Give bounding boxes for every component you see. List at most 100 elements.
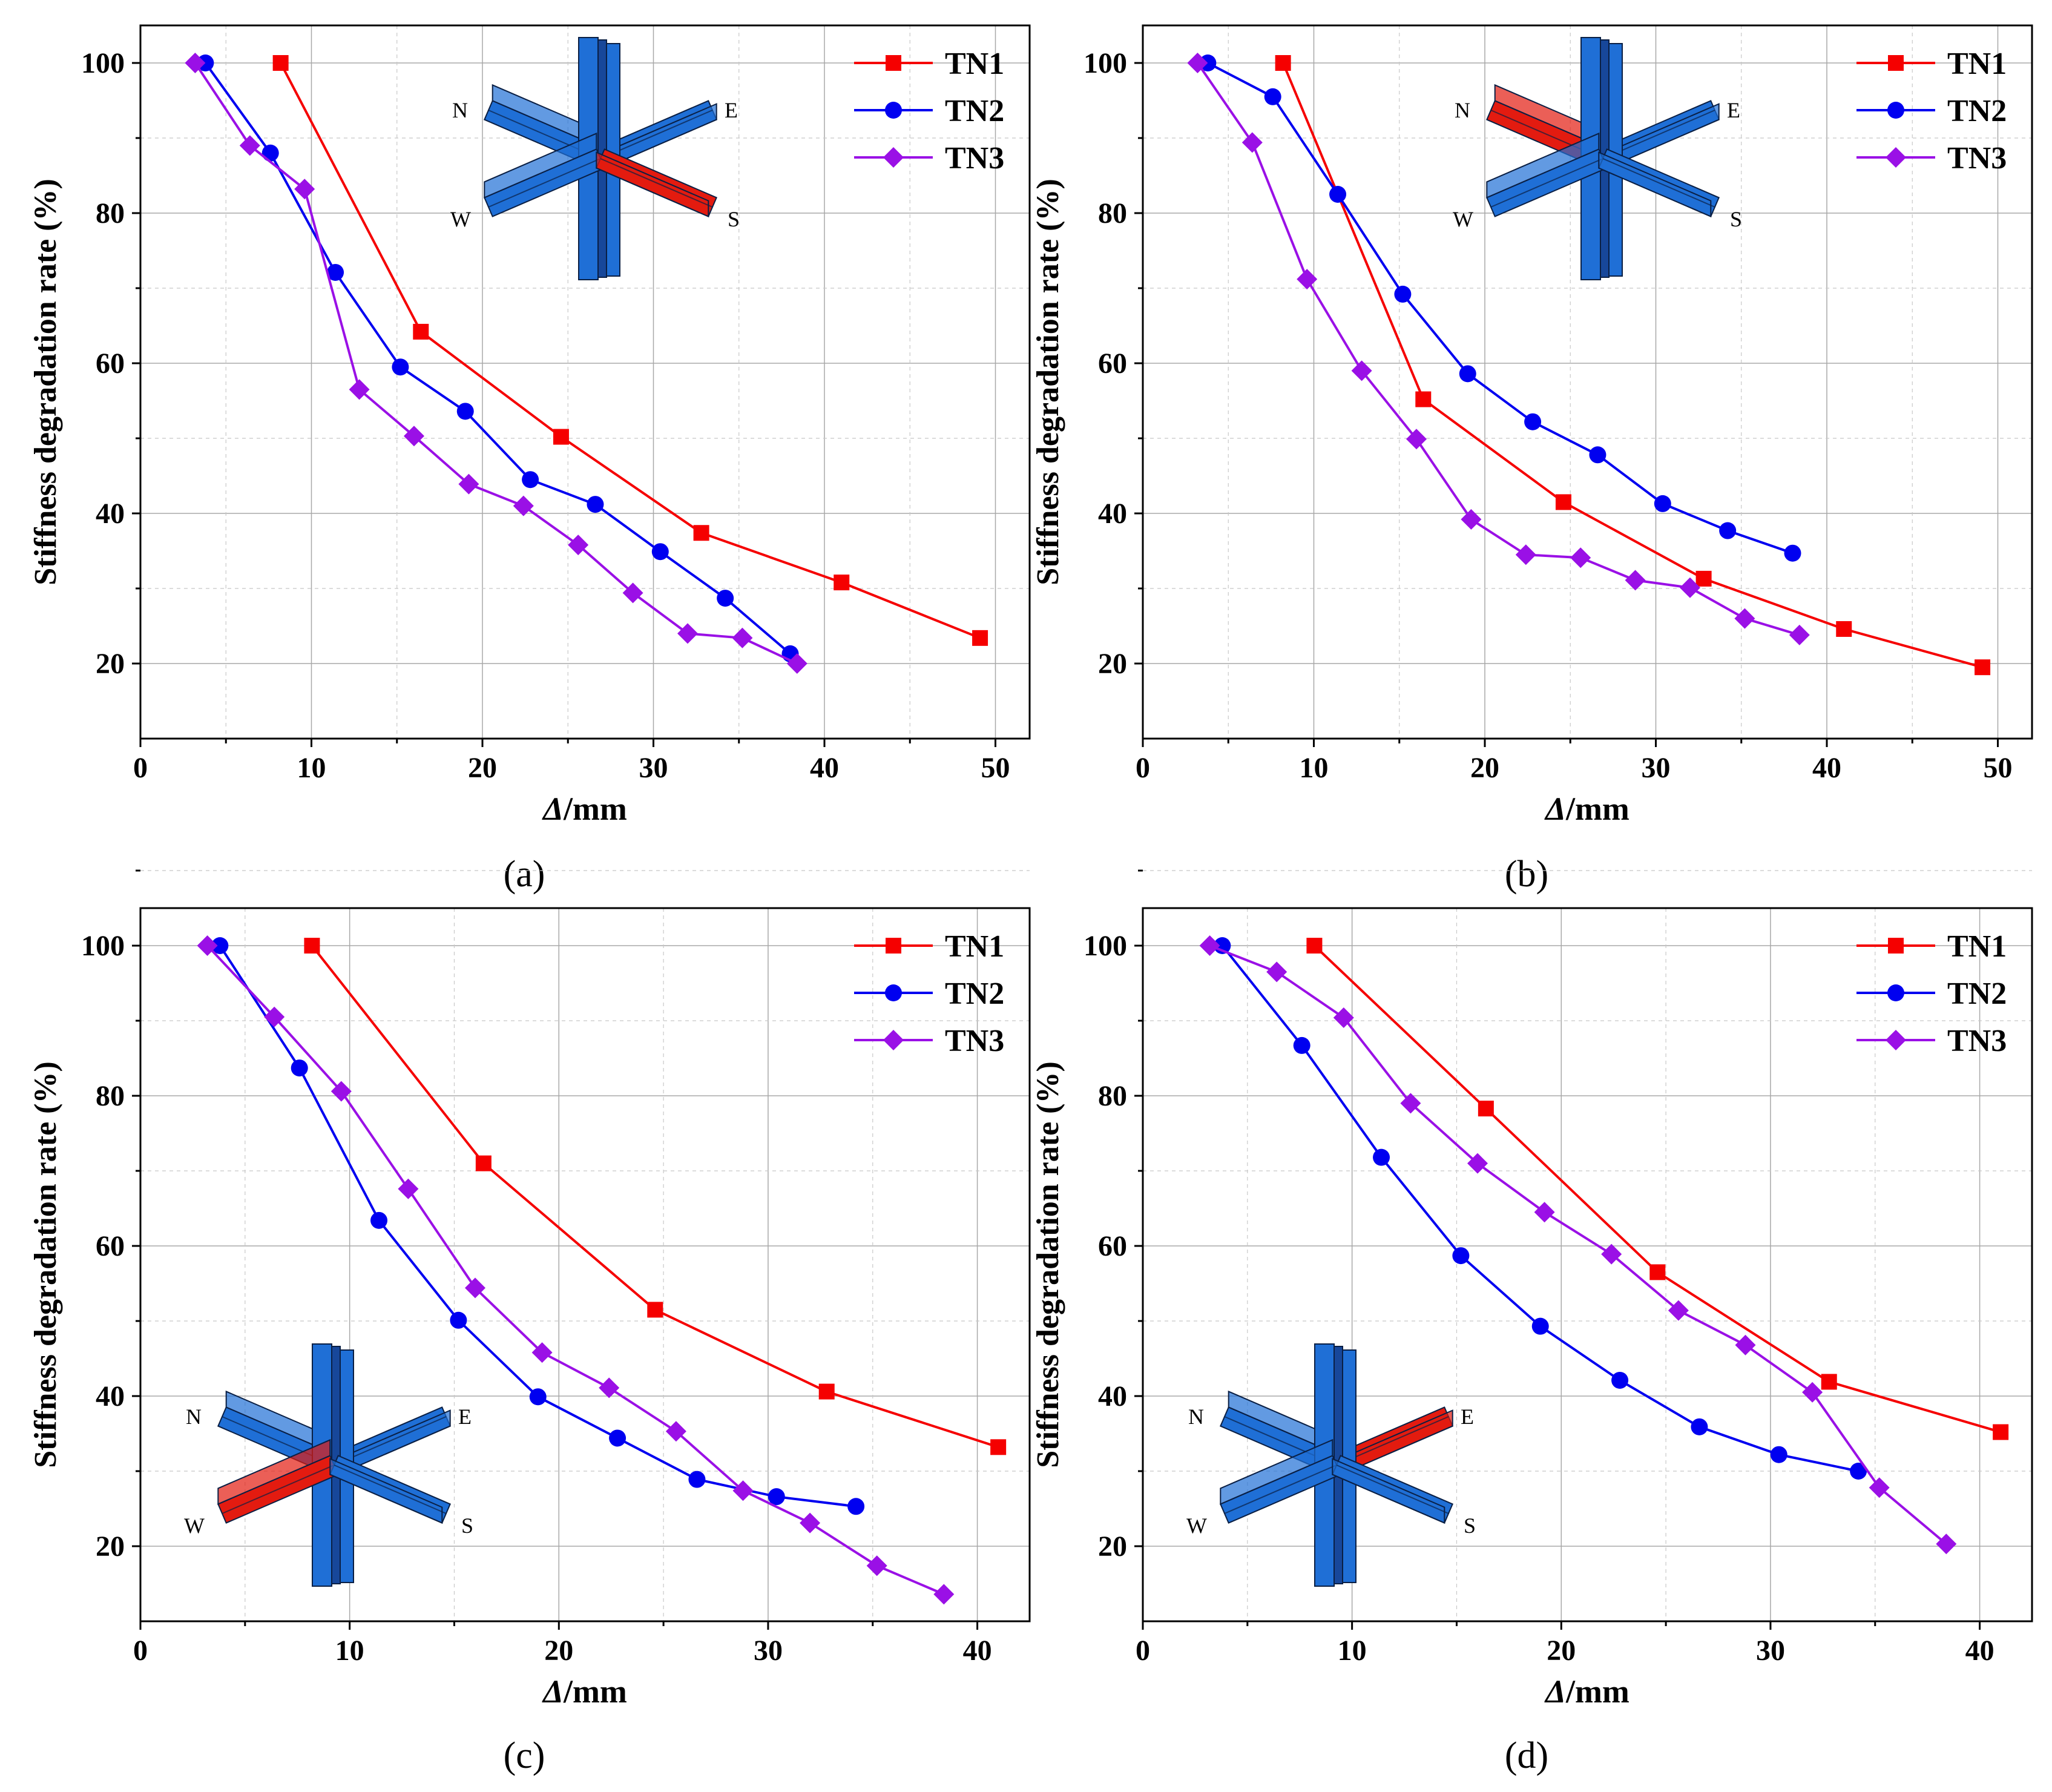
y-tick-label: 100	[1084, 930, 1127, 962]
beam-south	[1331, 1455, 1454, 1524]
data-point-tn3	[568, 535, 589, 556]
x-tick-label: 20	[468, 752, 497, 784]
x-tick-label: 50	[981, 752, 1010, 784]
direction-label-n: N	[1188, 1405, 1204, 1429]
data-point-tn3	[1570, 547, 1591, 568]
data-point-tn1	[475, 1155, 492, 1171]
data-point-tn2	[392, 358, 409, 376]
data-point-tn2	[529, 1388, 547, 1406]
legend-marker-tn1	[886, 55, 901, 71]
direction-label-w: W	[450, 207, 471, 231]
series-tn1	[304, 938, 1007, 1455]
x-tick-label: 10	[1300, 752, 1329, 784]
legend-label-tn3: TN3	[1947, 1024, 2007, 1058]
legend-marker-tn2	[885, 102, 902, 119]
y-axis-title: Stiffness degradation rate (%)	[28, 179, 63, 585]
x-axis-title: Δ/mm	[542, 791, 627, 827]
data-point-tn2	[370, 1211, 388, 1229]
y-tick-label: 20	[96, 1530, 125, 1563]
data-point-tn2	[1452, 1247, 1470, 1265]
legend-marker-tn1	[886, 938, 901, 954]
data-point-tn3	[1680, 577, 1700, 598]
data-point-tn2	[651, 543, 669, 561]
data-point-tn3	[531, 1342, 553, 1363]
data-point-tn3	[1351, 360, 1372, 381]
x-tick-label: 0	[133, 1635, 148, 1667]
y-tick-label: 100	[81, 930, 125, 962]
series-tn3	[1199, 935, 1957, 1555]
data-point-tn1	[1821, 1374, 1837, 1390]
legend-marker-tn3	[883, 147, 904, 168]
x-tick-label: 30	[1642, 752, 1671, 784]
data-point-tn2	[211, 937, 229, 954]
y-tick-label: 100	[1084, 47, 1127, 79]
data-point-tn3	[1735, 1334, 1756, 1356]
joint-diagram: N E W S	[1453, 37, 1742, 280]
data-point-tn3	[1187, 53, 1208, 73]
data-point-tn2	[1589, 446, 1606, 464]
legend-label-tn1: TN1	[945, 47, 1004, 81]
data-point-tn2	[1691, 1418, 1708, 1435]
series-tn1	[1275, 55, 1991, 676]
data-point-tn1	[1993, 1424, 2009, 1440]
panel-label: (d)	[1505, 1735, 1548, 1776]
data-point-tn3	[1515, 544, 1536, 565]
data-point-tn2	[1329, 186, 1347, 203]
direction-label-w: W	[1453, 207, 1473, 231]
direction-label-w: W	[184, 1514, 205, 1538]
data-point-tn2	[1293, 1036, 1310, 1054]
data-point-tn1	[1649, 1264, 1666, 1280]
data-point-tn1	[1555, 494, 1571, 510]
y-tick-label: 40	[1098, 498, 1127, 530]
joint-diagram: N E W S	[184, 1343, 473, 1587]
direction-label-e: E	[725, 98, 738, 122]
plot-frame	[1142, 907, 2033, 1622]
series-line-tn2	[1207, 62, 1794, 555]
data-point-tn3	[732, 627, 753, 648]
direction-label-w: W	[1186, 1514, 1207, 1538]
beam-south	[595, 148, 718, 218]
direction-label-e: E	[1461, 1405, 1474, 1429]
data-point-tn3	[1936, 1533, 1957, 1555]
data-point-tn3	[599, 1377, 620, 1398]
gridlines	[140, 870, 1030, 1621]
y-tick-label: 20	[1098, 648, 1127, 680]
y-tick-label: 80	[96, 1080, 125, 1112]
data-point-tn1	[1695, 570, 1712, 587]
direction-label-n: N	[452, 98, 468, 122]
legend-label-tn2: TN2	[1947, 977, 2007, 1011]
data-point-tn1	[1975, 659, 1991, 676]
x-axis-title: Δ/mm	[1544, 791, 1629, 827]
data-point-tn2	[1850, 1463, 1867, 1480]
data-point-tn2	[1719, 522, 1737, 539]
x-tick-label: 10	[1338, 1635, 1367, 1667]
y-tick-label: 80	[96, 197, 125, 229]
data-point-tn2	[1611, 1371, 1629, 1389]
x-tick-label: 50	[1984, 752, 2013, 784]
data-point-tn3	[622, 582, 643, 604]
series-line-tn3	[1209, 944, 1947, 1545]
legend: TN1 TN2 TN3	[854, 929, 1004, 1058]
y-axis-title: Stiffness degradation rate (%)	[1031, 179, 1065, 585]
data-point-tn2	[450, 1311, 467, 1329]
x-tick-label: 30	[1756, 1635, 1785, 1667]
series-line-tn1	[279, 62, 981, 639]
series-tn3	[185, 53, 807, 674]
series-tn1	[272, 55, 988, 646]
panel-label: (c)	[504, 1735, 545, 1776]
direction-label-s: S	[1730, 207, 1742, 231]
data-point-tn3	[800, 1512, 821, 1533]
data-point-tn2	[1654, 495, 1671, 512]
x-tick-label: 30	[754, 1635, 783, 1667]
data-point-tn2	[291, 1059, 308, 1077]
data-point-tn3	[1601, 1244, 1622, 1265]
series-tn2	[197, 54, 799, 662]
beam-east	[329, 1406, 452, 1476]
data-point-tn1	[834, 575, 850, 591]
data-point-tn1	[972, 630, 988, 646]
x-tick-label: 40	[810, 752, 839, 784]
data-point-tn3	[239, 135, 260, 156]
data-point-tn3	[1406, 429, 1427, 450]
data-point-tn3	[1266, 961, 1287, 983]
